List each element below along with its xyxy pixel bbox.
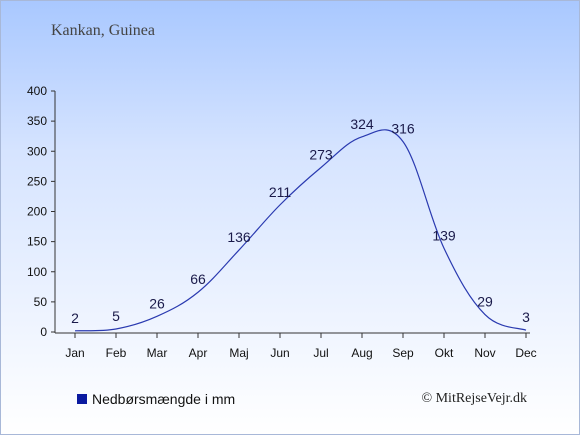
data-label: 26: [149, 295, 165, 311]
x-tick-label: Apr: [189, 346, 208, 360]
x-tick-label: Jan: [65, 346, 84, 360]
x-tick-label: Aug: [351, 346, 372, 360]
y-tick-label: 200: [27, 205, 47, 219]
legend-label: Nedbørsmængde i mm: [92, 391, 236, 407]
x-tick-label: Okt: [435, 346, 454, 360]
copyright-text: © MitRejseVejr.dk: [421, 391, 527, 406]
x-tick-label: Maj: [229, 346, 248, 360]
y-tick-label: 400: [27, 84, 47, 98]
data-label: 316: [391, 121, 415, 137]
location-title: Kankan, Guinea: [51, 22, 155, 39]
x-tick-label: Jul: [313, 346, 328, 360]
data-label: 5: [112, 308, 120, 324]
y-tick-label: 300: [27, 144, 47, 158]
x-tick-label: Jun: [270, 346, 289, 360]
y-tick-label: 50: [34, 295, 48, 309]
x-tick-label: Mar: [147, 346, 168, 360]
data-label: 29: [477, 294, 493, 310]
y-tick-label: 350: [27, 114, 47, 128]
data-label: 66: [190, 271, 206, 287]
y-tick-label: 250: [27, 174, 47, 188]
y-tick-label: 150: [27, 235, 47, 249]
y-tick-label: 100: [27, 265, 47, 279]
x-tick-label: Dec: [515, 346, 536, 360]
data-label: 273: [309, 147, 333, 163]
data-label: 3: [522, 309, 530, 325]
x-tick-label: Nov: [474, 346, 495, 360]
x-tick-label: Sep: [392, 346, 414, 360]
legend: Nedbørsmængde i mm: [77, 391, 235, 407]
x-tick-label: Feb: [106, 346, 127, 360]
data-label: 139: [432, 227, 456, 243]
legend-swatch: [77, 394, 87, 404]
series-line: [74, 129, 527, 332]
y-tick-label: 0: [40, 325, 47, 339]
data-label: 136: [227, 229, 251, 245]
data-label: 2: [71, 310, 79, 326]
data-label: 211: [269, 184, 292, 200]
data-label: 324: [350, 116, 374, 132]
